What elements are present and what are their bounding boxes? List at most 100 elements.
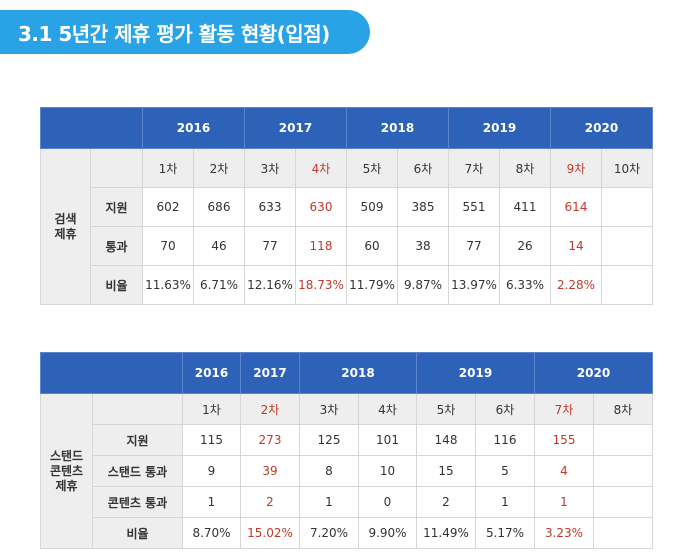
table-row: 콘텐츠 통과 1 2 1 0 2 1 1: [41, 486, 653, 518]
round-header: 3차: [299, 393, 359, 425]
table-row: 지원 115 273 125 101 148 116 155: [41, 424, 653, 456]
table-cell: [601, 265, 653, 305]
table-cell: 5: [475, 455, 535, 487]
table-cell: 686: [193, 187, 245, 227]
table-cell: 1: [475, 486, 535, 518]
year-header: 2019: [448, 107, 551, 149]
table-cell: 8: [299, 455, 359, 487]
table-cell: 118: [295, 226, 347, 266]
table-cell: 9.90%: [358, 517, 417, 549]
round-header: 5차: [346, 148, 398, 188]
table-cell: 14: [550, 226, 602, 266]
round-header: 8차: [499, 148, 551, 188]
table-cell: 630: [295, 187, 347, 227]
table-cell: 1: [182, 486, 241, 518]
table-cell: 551: [448, 187, 500, 227]
year-header: 2017: [244, 107, 347, 149]
table-row: 통과 70 46 77 118 60 38 77 26 14: [41, 226, 653, 266]
table-cell: 633: [244, 187, 296, 227]
row-label: 비율: [92, 517, 183, 549]
table-cell: 2: [240, 486, 300, 518]
table-cell: 12.16%: [244, 265, 296, 305]
table-cell: 614: [550, 187, 602, 227]
search-partnership-table: 2016 2017 2018 2019 2020 검색 제휴 1차 2차 3차 4…: [40, 107, 653, 305]
year-header: 2018: [299, 352, 417, 394]
year-header: 2020: [534, 352, 653, 394]
table-cell: 6.71%: [193, 265, 245, 305]
table-cell: 46: [193, 226, 245, 266]
year-header: 2020: [550, 107, 653, 149]
table-cell: 11.63%: [142, 265, 194, 305]
table-cell: [593, 424, 653, 456]
table-cell: 3.23%: [534, 517, 594, 549]
table-cell: 0: [358, 486, 417, 518]
round-header: 1차: [182, 393, 241, 425]
table-cell: 7.20%: [299, 517, 359, 549]
round-header: 4차: [358, 393, 417, 425]
table-cell: [601, 226, 653, 266]
table-cell: 13.97%: [448, 265, 500, 305]
table-cell: 116: [475, 424, 535, 456]
round-header-row: 스탠드 콘텐츠 제휴 1차 2차 3차 4차 5차 6차 7차 8차: [40, 393, 653, 549]
year-header: 2016: [142, 107, 245, 149]
table-row: 비율 8.70% 15.02% 7.20% 9.90% 11.49% 5.17%…: [41, 517, 653, 549]
stand-content-partnership-table: 2016 2017 2018 2019 2020 스탠드 콘텐츠 제휴 1차 2차 …: [40, 352, 653, 549]
table-cell: 411: [499, 187, 551, 227]
round-header: 7차: [534, 393, 594, 425]
round-corner: [92, 393, 183, 425]
table-cell: 38: [397, 226, 449, 266]
table-cell: 4: [534, 455, 594, 487]
table-cell: 115: [182, 424, 241, 456]
table-cell: 385: [397, 187, 449, 227]
table-row: 비율 11.63% 6.71% 12.16% 18.73% 11.79% 9.8…: [41, 265, 653, 305]
table-cell: 60: [346, 226, 398, 266]
table-cell: 26: [499, 226, 551, 266]
table-cell: 9: [182, 455, 241, 487]
table-cell: 273: [240, 424, 300, 456]
table-cell: 1: [534, 486, 594, 518]
header-corner: [40, 352, 183, 394]
row-label: 비율: [90, 265, 143, 305]
round-header: 2차: [240, 393, 300, 425]
table-cell: 18.73%: [295, 265, 347, 305]
row-label: 콘텐츠 통과: [92, 486, 183, 518]
round-header: 2차: [193, 148, 245, 188]
round-header: 10차: [601, 148, 653, 188]
table-row: 지원 602 686 633 630 509 385 551 411 614: [41, 187, 653, 227]
row-label: 지원: [92, 424, 183, 456]
round-header: 4차: [295, 148, 347, 188]
year-header-row: 2016 2017 2018 2019 2020: [40, 107, 653, 149]
table-cell: 10: [358, 455, 417, 487]
table-cell: 70: [142, 226, 194, 266]
row-label: 지원: [90, 187, 143, 227]
table-cell: [593, 517, 653, 549]
round-corner: [90, 148, 143, 188]
side-label: 검색 제휴: [40, 148, 91, 305]
round-header: 5차: [416, 393, 476, 425]
table-cell: 77: [244, 226, 296, 266]
table-cell: 155: [534, 424, 594, 456]
section-title: 3.1 5년간 제휴 평가 활동 현황(입점): [0, 10, 370, 54]
table-cell: 2.28%: [550, 265, 602, 305]
table-cell: 11.49%: [416, 517, 476, 549]
table-cell: 602: [142, 187, 194, 227]
round-header: 9차: [550, 148, 602, 188]
year-header: 2017: [240, 352, 300, 394]
table-cell: 1: [299, 486, 359, 518]
round-header-row: 검색 제휴 1차 2차 3차 4차 5차 6차 7차 8차 9차 10차: [40, 148, 653, 305]
table-row: 스탠드 통과 9 39 8 10 15 5 4: [41, 455, 653, 487]
round-header: 3차: [244, 148, 296, 188]
year-header: 2016: [182, 352, 241, 394]
table-cell: 509: [346, 187, 398, 227]
table-cell: 39: [240, 455, 300, 487]
year-header-row: 2016 2017 2018 2019 2020: [40, 352, 653, 394]
table-cell: [593, 486, 653, 518]
table-cell: 11.79%: [346, 265, 398, 305]
header-corner: [40, 107, 143, 149]
table-cell: 15: [416, 455, 476, 487]
round-header: 6차: [397, 148, 449, 188]
year-header: 2018: [346, 107, 449, 149]
table-cell: 15.02%: [240, 517, 300, 549]
row-label: 통과: [90, 226, 143, 266]
table-cell: 8.70%: [182, 517, 241, 549]
